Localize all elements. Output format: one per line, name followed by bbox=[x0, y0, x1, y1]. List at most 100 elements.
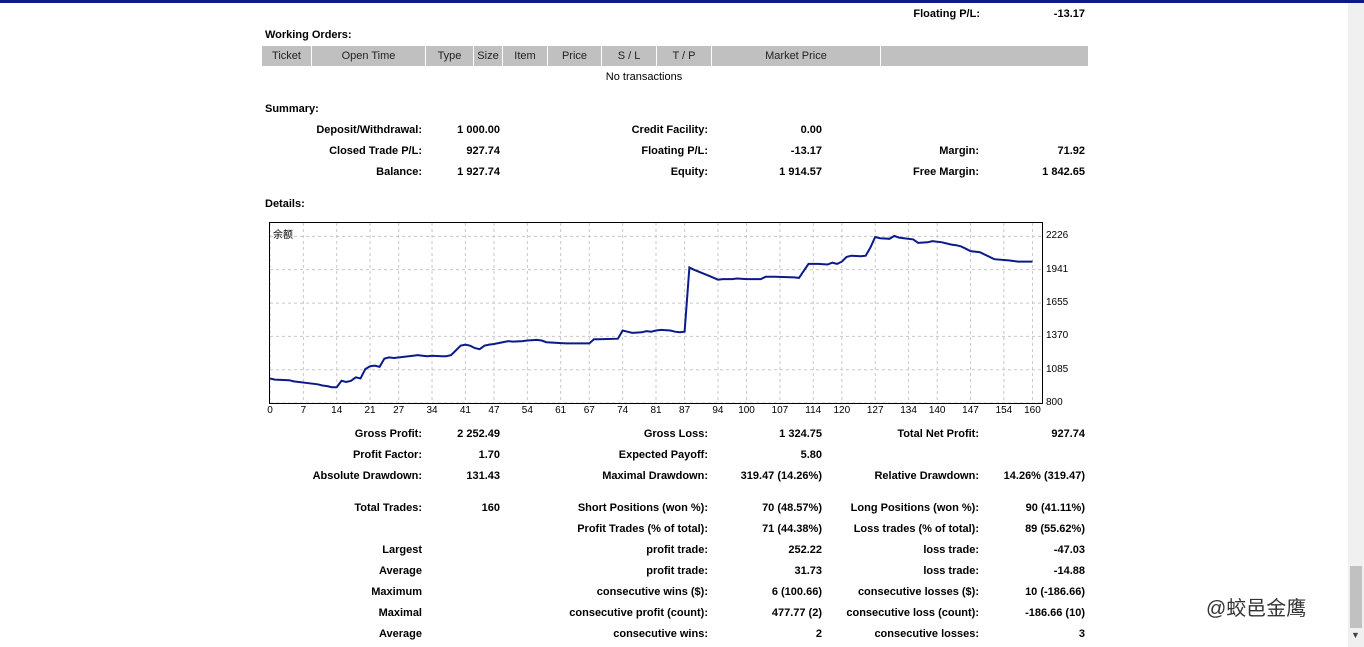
stat-value: 927.74 bbox=[1051, 428, 1085, 440]
col-sl[interactable]: S / L bbox=[602, 46, 657, 66]
col-price[interactable]: Price bbox=[548, 46, 602, 66]
stat-value: 89 (55.62%) bbox=[1025, 523, 1085, 535]
stat-label: consecutive losses ($): bbox=[857, 586, 979, 598]
col-ticket[interactable]: Ticket bbox=[262, 46, 312, 66]
stat-label: Gross Loss: bbox=[643, 428, 708, 440]
col-tp[interactable]: T / P bbox=[657, 46, 712, 66]
x-tick-label: 154 bbox=[995, 405, 1013, 416]
stat-label: Total Trades: bbox=[354, 502, 422, 514]
stat-label: Largest bbox=[382, 544, 422, 556]
x-tick-label: 41 bbox=[459, 405, 471, 416]
x-tick-label: 74 bbox=[617, 405, 629, 416]
col-open-time[interactable]: Open Time bbox=[312, 46, 426, 66]
margin-value: 71.92 bbox=[1057, 145, 1085, 157]
stat-label: Maximum bbox=[371, 586, 422, 598]
stat-value: 252.22 bbox=[788, 544, 822, 556]
stat-label: Profit Factor: bbox=[352, 449, 422, 461]
col-extra bbox=[881, 46, 1088, 66]
stat-label: Loss trades (% of total): bbox=[853, 523, 979, 535]
stat-value: 71 (44.38%) bbox=[762, 523, 822, 535]
equity-value: 1 914.57 bbox=[779, 166, 822, 178]
col-size[interactable]: Size bbox=[474, 46, 503, 66]
y-tick-label: 1941 bbox=[1046, 263, 1069, 275]
free-margin-value: 1 842.65 bbox=[1042, 166, 1085, 178]
balance-chart: 余额 bbox=[269, 222, 1043, 404]
stat-label: consecutive losses: bbox=[874, 628, 979, 640]
details-title: Details: bbox=[265, 198, 305, 210]
vertical-scrollbar[interactable] bbox=[1348, 3, 1364, 647]
y-tick-label: 1655 bbox=[1046, 297, 1069, 309]
y-tick-label: 1085 bbox=[1046, 363, 1069, 375]
working-orders-header: Ticket Open Time Type Size Item Price S … bbox=[262, 46, 1088, 66]
x-tick-label: 100 bbox=[738, 405, 755, 416]
stat-value: 14.26% (319.47) bbox=[1003, 470, 1085, 482]
x-tick-label: 47 bbox=[488, 405, 500, 416]
window-top-border bbox=[0, 0, 1364, 3]
stat-label: Short Positions (won %): bbox=[577, 502, 708, 514]
deposit-label: Deposit/Withdrawal: bbox=[316, 124, 422, 136]
x-tick-label: 134 bbox=[900, 405, 917, 416]
stat-label: loss trade: bbox=[923, 565, 979, 577]
balance-label: Balance: bbox=[376, 166, 422, 178]
col-item[interactable]: Item bbox=[503, 46, 548, 66]
stat-value: 70 (48.57%) bbox=[762, 502, 822, 514]
scroll-down-arrow-icon[interactable]: ▼ bbox=[1351, 630, 1360, 640]
x-tick-label: 61 bbox=[555, 405, 567, 416]
x-tick-label: 34 bbox=[426, 405, 438, 416]
stat-value: 10 (-186.66) bbox=[1025, 586, 1085, 598]
x-tick-label: 107 bbox=[771, 405, 789, 416]
stat-label: Relative Drawdown: bbox=[874, 470, 979, 482]
x-tick-label: 120 bbox=[833, 405, 851, 416]
balance-chart-svg bbox=[269, 223, 1042, 404]
stat-value: 6 (100.66) bbox=[771, 586, 822, 598]
stat-label: profit trade: bbox=[646, 565, 708, 577]
scrollbar-thumb[interactable] bbox=[1350, 566, 1362, 628]
stat-label: Maximal Drawdown: bbox=[602, 470, 708, 482]
x-tick-label: 7 bbox=[300, 405, 307, 416]
balance-value: 1 927.74 bbox=[457, 166, 500, 178]
stat-value: -14.88 bbox=[1053, 565, 1085, 577]
top-floating-value: -13.17 bbox=[1053, 8, 1085, 20]
stat-value: 319.47 (14.26%) bbox=[740, 470, 822, 482]
stat-value: 2 252.49 bbox=[457, 428, 500, 440]
x-tick-label: 87 bbox=[679, 405, 691, 416]
stat-value: 2 bbox=[815, 628, 822, 640]
x-tick-label: 94 bbox=[712, 405, 724, 416]
stat-label: Average bbox=[378, 628, 422, 640]
stat-label: Average bbox=[378, 565, 422, 577]
y-tick-label: 1370 bbox=[1046, 330, 1069, 342]
stat-value: 1 324.75 bbox=[779, 428, 822, 440]
chart-grid bbox=[269, 223, 1042, 404]
stat-label: Absolute Drawdown: bbox=[312, 470, 422, 482]
no-transactions-text: No transactions bbox=[605, 71, 683, 83]
stat-label: consecutive profit (count): bbox=[569, 607, 708, 619]
stat-value: 31.73 bbox=[794, 565, 822, 577]
col-type[interactable]: Type bbox=[426, 46, 474, 66]
equity-label: Equity: bbox=[670, 166, 708, 178]
stat-label: consecutive wins ($): bbox=[596, 586, 708, 598]
top-floating-label: Floating P/L: bbox=[913, 8, 980, 20]
credit-value: 0.00 bbox=[800, 124, 822, 136]
working-orders-title: Working Orders: bbox=[265, 29, 352, 41]
stat-label: Expected Payoff: bbox=[618, 449, 708, 461]
x-tick-label: 0 bbox=[267, 405, 273, 416]
x-tick-label: 21 bbox=[364, 405, 376, 416]
deposit-value: 1 000.00 bbox=[457, 124, 500, 136]
y-tick-label: 800 bbox=[1046, 397, 1063, 408]
y-tick-label: 2226 bbox=[1046, 230, 1069, 242]
stat-label: Maximal bbox=[378, 607, 422, 619]
free-margin-label: Free Margin: bbox=[912, 166, 979, 178]
credit-label: Credit Facility: bbox=[631, 124, 708, 136]
stat-value: -47.03 bbox=[1053, 544, 1085, 556]
floating-pl-label: Floating P/L: bbox=[641, 145, 708, 157]
stat-label: Total Net Profit: bbox=[897, 428, 979, 440]
balance-line bbox=[269, 234, 1033, 389]
stat-label: Profit Trades (% of total): bbox=[577, 523, 708, 535]
x-tick-label: 140 bbox=[928, 405, 946, 416]
col-market-price[interactable]: Market Price bbox=[712, 46, 881, 66]
x-tick-label: 160 bbox=[1024, 405, 1041, 416]
stat-label: loss trade: bbox=[923, 544, 979, 556]
stat-value: 160 bbox=[481, 502, 500, 514]
stat-value: 5.80 bbox=[800, 449, 822, 461]
x-tick-label: 54 bbox=[521, 405, 533, 416]
